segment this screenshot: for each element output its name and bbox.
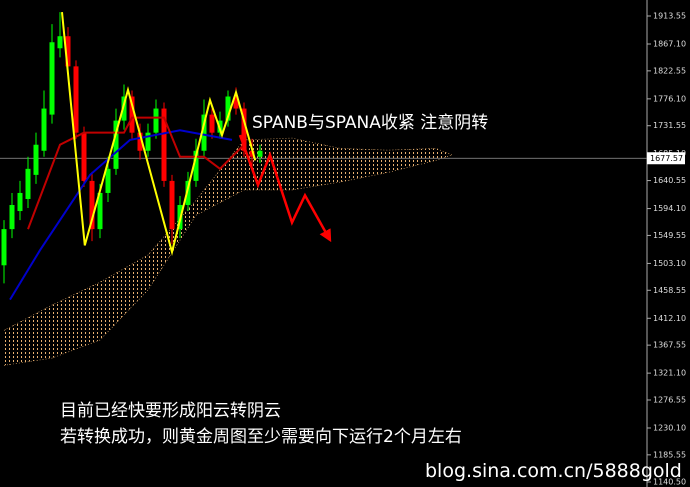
y-tick-label: 1230.10: [653, 423, 686, 432]
y-tick-label: 1367.55: [653, 341, 686, 350]
candle-body: [161, 108, 167, 181]
candle-body: [257, 150, 263, 157]
y-tick-label: 1594.10: [653, 204, 686, 213]
candle-body: [233, 96, 239, 109]
candle-body: [169, 180, 175, 230]
candle-body: [201, 114, 207, 151]
candle-body: [97, 192, 103, 230]
current-price-box: [647, 152, 685, 165]
candle-body: [17, 192, 23, 212]
candle-body: [209, 114, 215, 133]
y-tick-label: 1321.10: [653, 369, 686, 378]
candle-body: [185, 180, 191, 206]
candle-body: [1, 229, 7, 266]
candle-body: [9, 205, 15, 230]
annotation: SPANB与SPANA收紧 注意阴转: [252, 113, 488, 133]
candle-body: [73, 66, 79, 133]
y-tick-label: 1776.10: [653, 94, 686, 103]
current-price-label: 1677.57: [650, 154, 683, 163]
annotation: 目前已经快要形成阳云转阴云: [60, 401, 281, 421]
candle-body: [41, 108, 47, 151]
candle-body: [145, 132, 151, 151]
candle-body: [129, 96, 135, 133]
line: [9, 129, 233, 301]
watermark: blog.sina.com.cn/5888gold: [425, 460, 682, 482]
plot: [0, 12, 647, 366]
candle-body: [65, 36, 71, 67]
y-tick-label: 1731.55: [653, 121, 686, 130]
y-tick-label: 1503.10: [653, 259, 686, 268]
candle-body: [153, 108, 159, 133]
y-tick-label: 1549.55: [653, 231, 686, 240]
y-tick-label: 1276.55: [653, 395, 686, 404]
candle-body: [113, 120, 119, 169]
y-tick-label: 1822.55: [653, 66, 686, 75]
candle-body: [225, 96, 231, 121]
candle-body: [81, 132, 87, 181]
candle-body: [193, 150, 199, 181]
annotation: 若转换成功，则黄金周图至少需要向下运行2个月左右: [60, 427, 462, 447]
line: [27, 116, 245, 230]
candle-body: [33, 144, 39, 175]
y-tick-label: 1185.55: [653, 450, 686, 459]
candle-body: [89, 180, 95, 230]
y-tick-label: 1458.55: [653, 286, 686, 295]
candle-body: [121, 96, 127, 121]
y-tick-label: 1140.50: [653, 477, 686, 486]
y-tick-label: 1412.10: [653, 314, 686, 323]
cloud-fill: [4, 138, 452, 366]
line: [61, 12, 257, 256]
candle-body: [137, 132, 143, 151]
candle-body: [49, 42, 55, 115]
candle-body: [57, 36, 63, 49]
y-tick-label: 1913.55: [653, 12, 686, 21]
y-tick-label: 1640.55: [653, 176, 686, 185]
candle-body: [25, 168, 31, 199]
y-tick-label: 1867.10: [653, 40, 686, 49]
candle-body: [241, 108, 247, 151]
cloud-edge: [3, 154, 453, 366]
line: [238, 134, 332, 243]
candle-body: [105, 168, 111, 193]
candle-body: [249, 150, 255, 157]
